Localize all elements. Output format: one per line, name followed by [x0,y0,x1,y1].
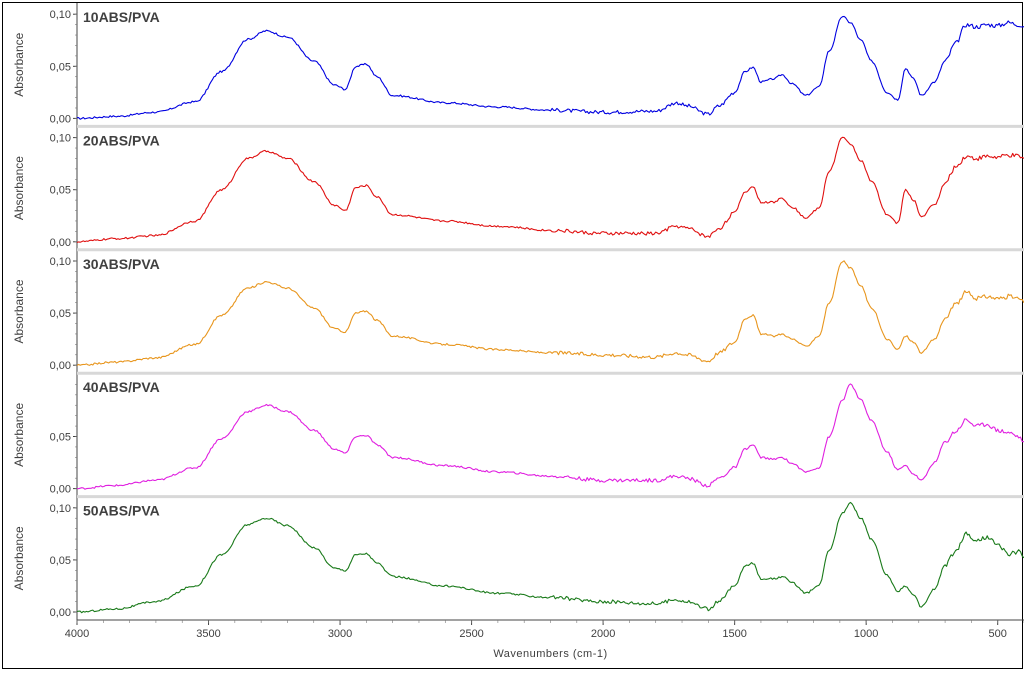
spectrum-line [76,136,1024,244]
y-tick-label: 0,10 [50,9,71,21]
y-tick-label: 0,10 [50,256,71,268]
y-tick-label: 0,00 [50,360,71,372]
series-label: 20ABS/PVA [83,132,160,148]
y-tick-label: 0,10 [50,503,71,515]
spectrum-line [76,15,1024,120]
spectrum-line [76,260,1024,366]
x-tick-label: 3500 [196,628,220,640]
x-tick-label: 2000 [591,628,615,640]
spectrum-line [76,383,1024,490]
x-axis-label: Wavenumbers (cm-1) [493,648,607,660]
y-axis-label: Absorbance [12,403,26,467]
y-tick-label: 0,05 [50,432,71,444]
y-axis-label: Absorbance [12,279,26,343]
y-tick-label: 0,00 [50,607,71,619]
y-axis-label: Absorbance [12,156,26,220]
y-tick-label: 0,05 [50,61,71,73]
y-tick-label: 0,00 [50,237,71,249]
x-tick-label: 3000 [328,628,352,640]
y-tick-label: 0,05 [50,308,71,320]
y-tick-label: 0,00 [50,113,71,125]
x-tick-label: 2500 [459,628,483,640]
y-axis-label: Absorbance [12,526,26,590]
y-tick-label: 0,10 [50,133,71,145]
y-tick-label: 0,05 [50,555,71,567]
series-label: 30ABS/PVA [83,256,160,272]
series-label: 50ABS/PVA [83,503,160,519]
x-tick-label: 500 [989,628,1007,640]
ftir-stacked-spectra-chart: 0,00 0,05 0,10 Absorbance 10ABS/PVA 0,00 0,05 0… [12,3,1024,660]
x-tick-label: 1500 [722,628,746,640]
x-tick-label: 4000 [65,628,89,640]
series-label: 40ABS/PVA [83,379,160,395]
y-axis-label: Absorbance [12,32,26,96]
x-tick-label: 1000 [854,628,878,640]
series-label: 10ABS/PVA [83,9,160,25]
spectrum-line [76,501,1024,614]
y-tick-label: 0,05 [50,185,71,197]
y-tick-label: 0,00 [50,484,71,496]
